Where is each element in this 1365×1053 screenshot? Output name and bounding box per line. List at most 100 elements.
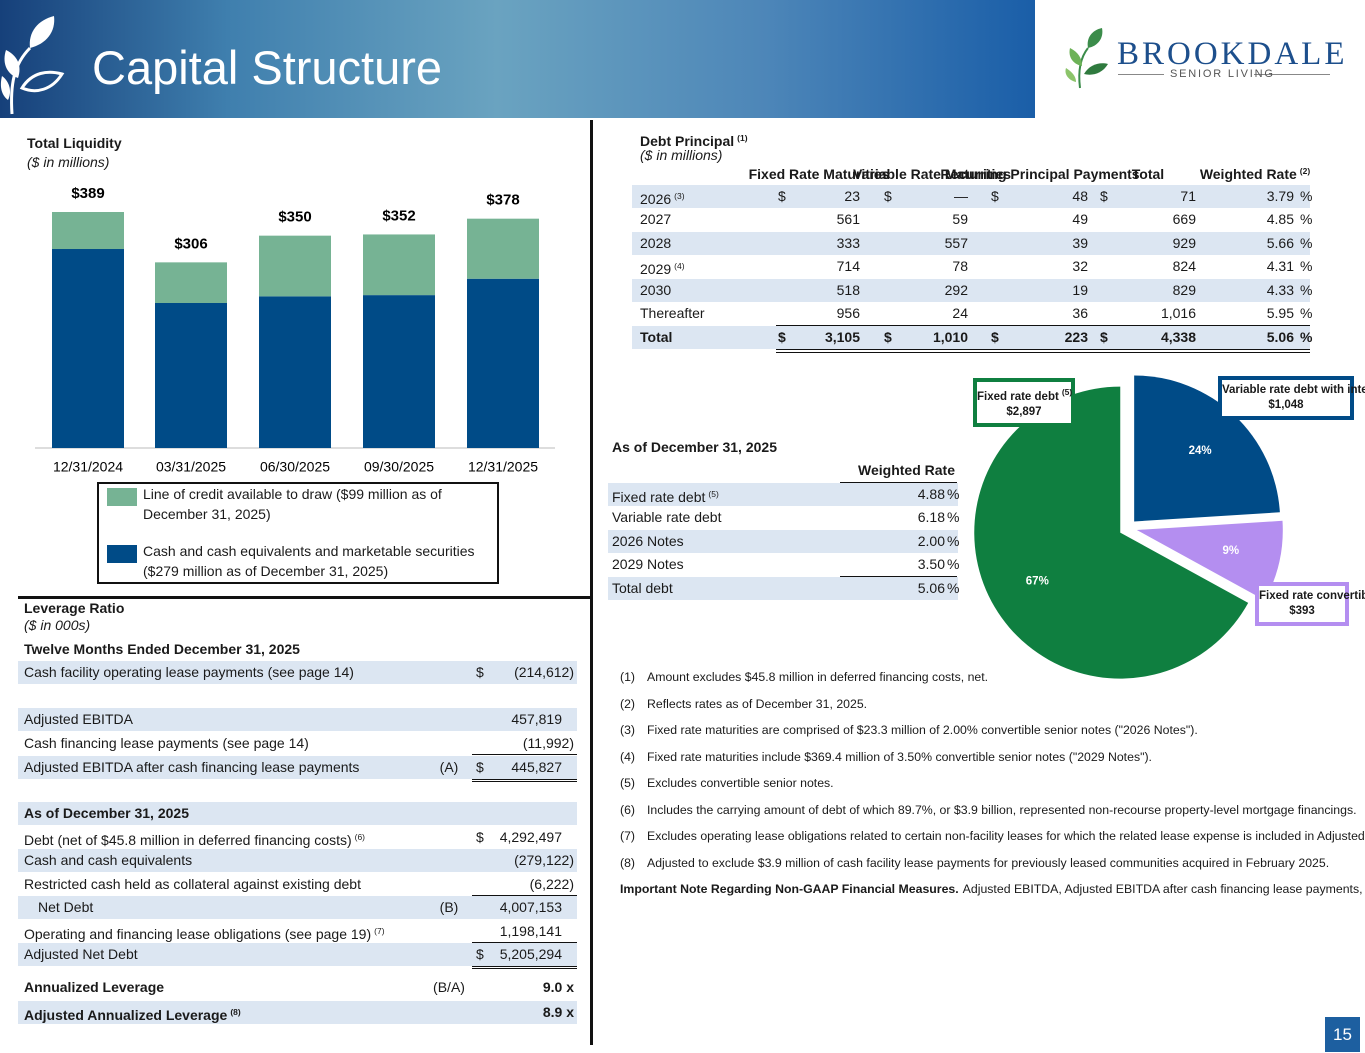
footnote-marker: (2) [620, 696, 636, 711]
cell: 4.33 [1266, 281, 1294, 298]
footnote-marker: (1) [620, 670, 636, 684]
page-title: Capital Structure [92, 41, 443, 94]
label-text: Annualized Leverage [24, 978, 165, 995]
table-title: Debt Principal (1) [640, 130, 748, 150]
label-text: Fixed rate debt [612, 488, 706, 505]
cell: 32 [1072, 258, 1088, 274]
cell: 5.06 [917, 579, 945, 596]
x-tick-label: 03/31/2025 [156, 459, 226, 475]
bar-segment [363, 295, 435, 448]
cell: 333 [836, 234, 860, 251]
footnote: (5) Excludes convertible senior notes. [620, 775, 1346, 792]
cell: (6,222) [529, 875, 574, 892]
cell: 39 [1072, 234, 1088, 251]
column-header: Variable Rate Maturities [853, 166, 1011, 183]
row-band [18, 942, 577, 966]
callout-name: Fixed rate convertible senior notes [1259, 590, 1365, 602]
chart-subtitle: ($ in millions) [27, 154, 110, 170]
row-label: Cash and cash equivalents [24, 849, 192, 872]
footnote-text: Adjusted to exclude $3.9 million of cash… [647, 855, 1330, 870]
cell: 929 [1172, 234, 1196, 251]
label-text: 2029 Notes [612, 556, 684, 572]
logo-leaves [1065, 28, 1108, 89]
cell: 4.31 [1266, 258, 1294, 274]
pie-callout: Fixed rate convertible senior notes $393 [1255, 582, 1365, 626]
label-text: Total [640, 328, 673, 345]
note-heading: Important Note Regarding Non-GAAP Financ… [620, 882, 959, 896]
cell: 24 [952, 305, 968, 321]
cell: 5.06 [1266, 328, 1294, 345]
label-text: 2027 [640, 211, 672, 227]
row-band [18, 895, 577, 919]
cell: 8.9 x [542, 1003, 574, 1020]
pie-slice [1136, 520, 1283, 601]
cell: 5.66 [1266, 234, 1294, 251]
footnote-marker: (7) [620, 829, 636, 843]
row-label: Fixed rate debt (5) [612, 483, 719, 509]
x-tick-label: 06/30/2025 [260, 459, 330, 475]
column-header-text: Recurring Principal Payments [940, 165, 1140, 182]
percent: % [1300, 328, 1313, 345]
footnote-marker: (5) [620, 776, 636, 790]
cell: 4.85 [1266, 211, 1294, 227]
column-header-text: Fixed Rate Maturities [748, 165, 890, 182]
bar-total-label: $378 [486, 192, 519, 209]
row-band [608, 576, 958, 600]
row-label: 2030 [640, 279, 671, 302]
pie-value-label: 9% [1223, 545, 1240, 557]
important-note: Important Note Regarding Non-GAAP Financ… [620, 881, 1365, 898]
cell: (11,992) [522, 734, 574, 751]
label-text: Restricted cash held as collateral again… [24, 875, 361, 892]
currency: $ [884, 187, 892, 204]
row-band [18, 707, 577, 731]
row-label: Adjusted Annualized Leverage (8) [24, 1001, 241, 1027]
cell: 3,105 [824, 328, 860, 345]
table-subtitle: ($ in millions) [640, 147, 723, 163]
table-title: Leverage Ratio [24, 600, 125, 616]
cell: 71 [1180, 187, 1196, 204]
cell: 4,338 [1160, 328, 1196, 345]
banner-icon [0, 16, 65, 115]
footnote-text: Fixed rate maturities include $369.4 mil… [647, 749, 1152, 764]
legend-label: Line of credit available to draw ($99 mi… [143, 486, 442, 522]
cell: 3.79 [1266, 187, 1294, 204]
currency: $ [884, 328, 892, 345]
row-band [632, 325, 1310, 349]
cell: 956 [836, 305, 860, 321]
label-text: Adjusted Annualized Leverage [24, 1006, 228, 1023]
cell: 518 [836, 281, 860, 298]
cell: 4,292,497 [499, 828, 562, 845]
row-label: 2027 [640, 208, 671, 231]
row-band [608, 482, 958, 506]
label-text: Thereafter [640, 305, 705, 321]
cell: 445,827 [511, 758, 562, 775]
cell: 4,007,153 [499, 898, 562, 915]
footnote: (7) Excludes operating lease obligations … [620, 828, 1365, 845]
footnotes: (1) Amount excludes $45.8 million in defe… [620, 669, 1365, 898]
rule [472, 753, 577, 755]
column-header: Recurring Principal Payments [940, 166, 1139, 183]
cell: 557 [944, 234, 968, 251]
callout-name: Variable rate debt with interest rate ca… [1222, 384, 1365, 396]
currency: $ [476, 945, 484, 962]
bar-total-label: $389 [71, 185, 104, 202]
cell: 36 [1072, 305, 1088, 321]
column-header-text: Variable Rate Maturities [853, 165, 1011, 182]
bar-segment [155, 262, 227, 304]
cell: 5,205,294 [499, 945, 562, 962]
row-label: Net Debt [38, 896, 93, 919]
currency: $ [778, 187, 786, 204]
cell: (279,122) [514, 851, 574, 868]
footnote-ref: (8) [230, 1006, 241, 1017]
column-header: Total [1132, 166, 1164, 183]
cell: 824 [1172, 258, 1196, 274]
footnote: (2) Reflects rates as of December 31, 202… [620, 696, 1346, 713]
footnote-text: Amount excludes $45.8 million in deferre… [647, 670, 989, 684]
cell: 2.00 [917, 532, 945, 549]
cell: 23 [844, 187, 860, 204]
footnote-text: Excludes convertible senior notes. [647, 776, 834, 790]
cell: 3.50 [917, 556, 945, 572]
row-label: Debt (net of $45.8 million in deferred f… [24, 826, 365, 852]
note-text: Adjusted EBITDA, Adjusted EBITDA after c… [962, 882, 1365, 896]
